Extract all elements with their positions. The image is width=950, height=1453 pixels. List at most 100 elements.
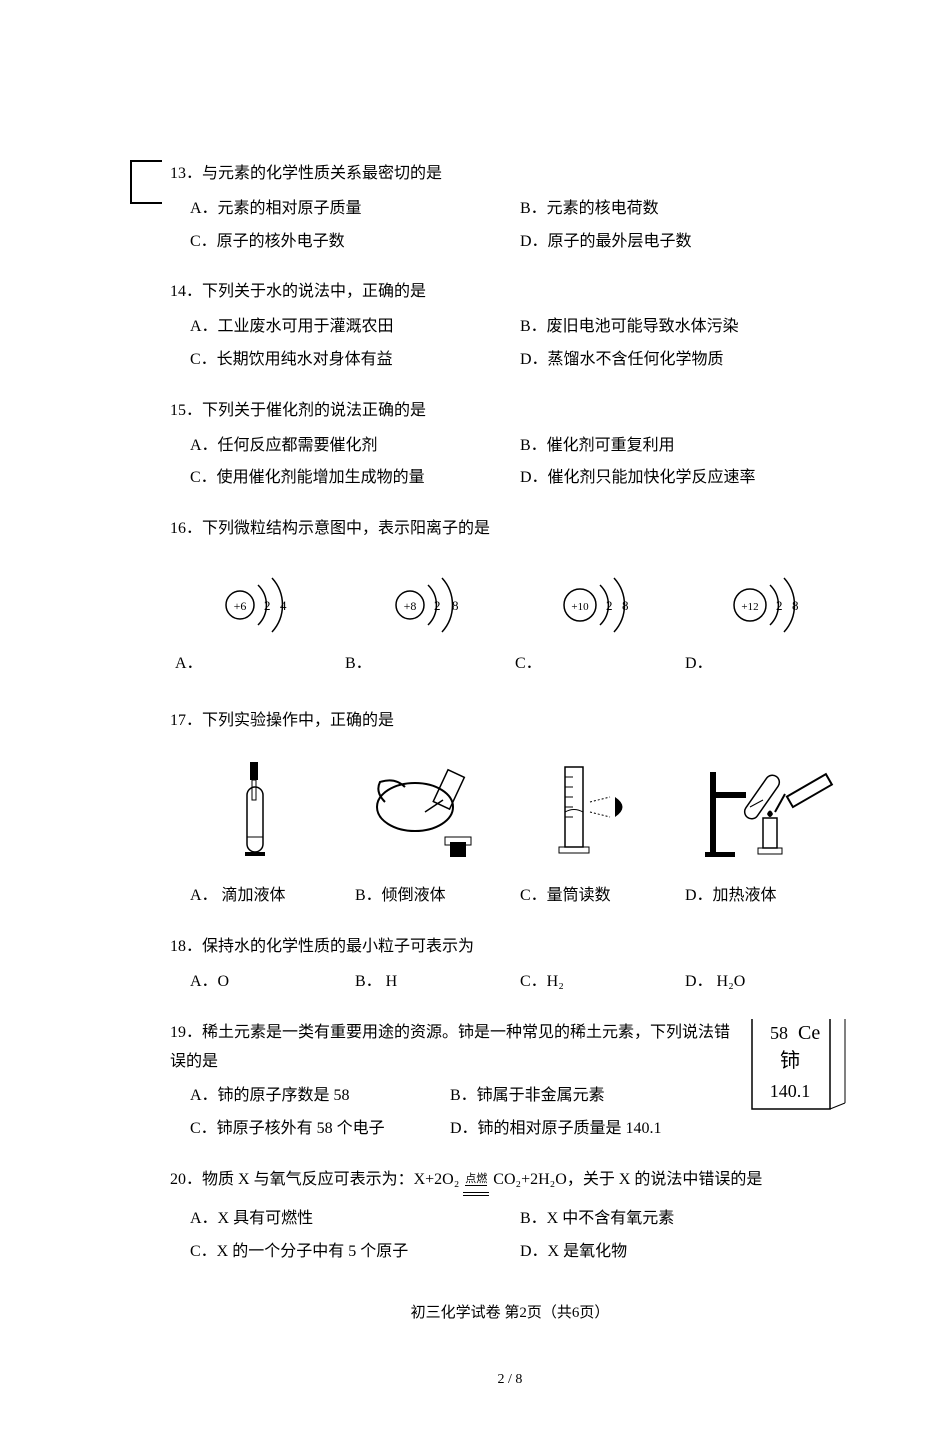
- q16-text: 下列微粒结构示意图中，表示阳离子的是: [202, 520, 490, 537]
- question-19: 58 Ce 铈 140.1 19．稀土元素是一类有重要用途的资源。铈是一种常见的…: [170, 1019, 850, 1148]
- atom-icon: +10 2 8: [540, 560, 650, 650]
- q19-stem: 19．稀土元素是一类有重要用途的资源。铈是一种常见的稀土元素，下列说法错误的是: [170, 1019, 850, 1077]
- q18-opt-c: C．H₂: [520, 968, 685, 997]
- periodic-element-icon: 58 Ce 铈 140.1: [750, 1019, 850, 1119]
- q15-opt-d: D．催化剂只能加快化学反应速率: [520, 464, 850, 493]
- q14-stem: 14．下列关于水的说法中，正确的是: [170, 278, 850, 307]
- question-18: 18．保持水的化学性质的最小粒子可表示为 A．O B． H C．H₂ D． H₂…: [170, 933, 850, 1001]
- q19-text: 稀土元素是一类有重要用途的资源。铈是一种常见的稀土元素，下列说法错误的是: [170, 1024, 730, 1070]
- dropper-tube-icon: [205, 752, 305, 862]
- q19-num: 19．: [170, 1024, 202, 1041]
- q15-options: A．任何反应都需要催化剂 B．催化剂可重复利用 C．使用催化剂能增加生成物的量 …: [170, 432, 850, 498]
- q16-diagrams: +6 2 4 A． +8 2 8 B．: [170, 550, 850, 689]
- shell1-text: 2: [606, 598, 613, 613]
- q18-num: 18．: [170, 938, 202, 955]
- element-name: 铈: [780, 1049, 800, 1072]
- q17-opt-d: D．加热液体: [685, 882, 850, 911]
- q14-num: 14．: [170, 283, 202, 300]
- q13-num: 13．: [170, 165, 202, 182]
- q20-num: 20．: [170, 1171, 202, 1188]
- q14-opt-b: B．废旧电池可能导致水体污染: [520, 313, 850, 342]
- q16-label-c: C．: [510, 650, 680, 679]
- q17-opt-a: A． 滴加液体: [190, 882, 355, 911]
- nucleus-text: +6: [234, 599, 247, 613]
- element-number: 58: [770, 1023, 788, 1043]
- q20-prefix: 物质 X 与氧气反应可表示为：X+2O₂: [202, 1171, 463, 1188]
- reaction-condition: 点燃: [465, 1173, 487, 1186]
- q18-text: 保持水的化学性质的最小粒子可表示为: [202, 938, 474, 955]
- atom-icon: +6 2 4: [200, 560, 310, 650]
- q13-opt-d: D．原子的最外层电子数: [520, 228, 850, 257]
- shell1-text: 2: [264, 598, 271, 613]
- page-footer-inner: 初三化学试卷 第2页（共6页）: [170, 1300, 850, 1327]
- q18-stem: 18．保持水的化学性质的最小粒子可表示为: [170, 933, 850, 962]
- q17-img-c: [510, 752, 680, 873]
- q17-options: A． 滴加液体 B．倾倒液体 C．量筒读数 D．加热液体: [170, 882, 850, 915]
- q17-num: 17．: [170, 712, 202, 729]
- q20-opt-b: B．X 中不含有氧元素: [520, 1205, 850, 1234]
- q14-opt-a: A．工业废水可用于灌溉农田: [190, 313, 520, 342]
- question-13: 13．与元素的化学性质关系最密切的是 A．元素的相对原子质量 B．元素的核电荷数…: [170, 160, 850, 260]
- q13-opt-c: C．原子的核外电子数: [190, 228, 520, 257]
- q19-options: A．铈的原子序数是 58 B．铈属于非金属元素 C．铈原子核外有 58 个电子 …: [170, 1082, 710, 1148]
- q17-opt-c: C．量筒读数: [520, 882, 685, 911]
- q17-text: 下列实验操作中，正确的是: [202, 712, 394, 729]
- q19-opt-c: C．铈原子核外有 58 个电子: [190, 1115, 450, 1144]
- q16-diagram-c: +10 2 8 C．: [510, 560, 680, 679]
- shell2-text: 8: [792, 598, 799, 613]
- question-20: 20．物质 X 与氧气反应可表示为：X+2O₂ 点燃 CO₂+2H₂O，关于 X…: [170, 1166, 850, 1270]
- question-15: 15．下列关于催化剂的说法正确的是 A．任何反应都需要催化剂 B．催化剂可重复利…: [170, 397, 850, 497]
- q20-opt-a: A．X 具有可燃性: [190, 1205, 520, 1234]
- q17-opt-b: B．倾倒液体: [355, 882, 520, 911]
- atom-icon: +12 2 8: [710, 560, 820, 650]
- q16-stem: 16．下列微粒结构示意图中，表示阳离子的是: [170, 515, 850, 544]
- q16-diagram-a: +6 2 4 A．: [170, 560, 340, 679]
- q15-opt-a: A．任何反应都需要催化剂: [190, 432, 520, 461]
- shell2-text: 8: [622, 598, 629, 613]
- shell1-text: 2: [434, 598, 441, 613]
- q14-opt-d: D．蒸馏水不含任何化学物质: [520, 346, 850, 375]
- q15-text: 下列关于催化剂的说法正确的是: [202, 402, 426, 419]
- nucleus-text: +8: [404, 599, 417, 613]
- q20-suffix: CO₂+2H₂O，关于 X 的说法中错误的是: [489, 1171, 762, 1188]
- shell2-text: 8: [452, 598, 459, 613]
- q17-diagrams: [170, 742, 850, 883]
- question-14: 14．下列关于水的说法中，正确的是 A．工业废水可用于灌溉农田 B．废旧电池可能…: [170, 278, 850, 378]
- q15-opt-b: B．催化剂可重复利用: [520, 432, 850, 461]
- q16-label-b: B．: [340, 650, 510, 679]
- q19-opt-a: A．铈的原子序数是 58: [190, 1082, 450, 1111]
- graduated-cylinder-icon: [535, 752, 655, 862]
- q19-opt-b: B．铈属于非金属元素: [450, 1082, 710, 1111]
- q13-text: 与元素的化学性质关系最密切的是: [202, 165, 442, 182]
- q16-label-a: A．: [170, 650, 340, 679]
- q16-diagram-d: +12 2 8 D．: [680, 560, 850, 679]
- element-symbol: Ce: [798, 1022, 820, 1044]
- q16-label-d: D．: [680, 650, 850, 679]
- q20-opt-c: C．X 的一个分子中有 5 个原子: [190, 1238, 520, 1267]
- q15-num: 15．: [170, 402, 202, 419]
- page-number: 2 / 8: [170, 1367, 850, 1392]
- q17-img-b: [340, 752, 510, 873]
- q13-opt-a: A．元素的相对原子质量: [190, 195, 520, 224]
- question-17: 17．下列实验操作中，正确的是: [170, 707, 850, 915]
- q16-num: 16．: [170, 520, 202, 537]
- question-16: 16．下列微粒结构示意图中，表示阳离子的是 +6 2 4 A． +8: [170, 515, 850, 689]
- element-box: 58 Ce 铈 140.1: [750, 1019, 850, 1109]
- q13-stem: 13．与元素的化学性质关系最密切的是: [170, 160, 850, 189]
- q15-opt-c: C．使用催化剂能增加生成物的量: [190, 464, 520, 493]
- q18-options: A．O B． H C．H₂ D． H₂O: [170, 968, 850, 1001]
- margin-bracket: [130, 160, 162, 204]
- q17-img-d: [680, 752, 850, 873]
- q14-options: A．工业废水可用于灌溉农田 B．废旧电池可能导致水体污染 C．长期饮用纯水对身体…: [170, 313, 850, 379]
- q14-text: 下列关于水的说法中，正确的是: [202, 283, 426, 300]
- nucleus-text: +10: [571, 601, 589, 613]
- q20-options: A．X 具有可燃性 B．X 中不含有氧元素 C．X 的一个分子中有 5 个原子 …: [170, 1205, 850, 1271]
- shell1-text: 2: [776, 598, 783, 613]
- q17-img-a: [170, 752, 340, 873]
- q13-options: A．元素的相对原子质量 B．元素的核电荷数 C．原子的核外电子数 D．原子的最外…: [170, 195, 850, 261]
- q13-opt-b: B．元素的核电荷数: [520, 195, 850, 224]
- q17-stem: 17．下列实验操作中，正确的是: [170, 707, 850, 736]
- nucleus-text: +12: [741, 601, 758, 613]
- q15-stem: 15．下列关于催化剂的说法正确的是: [170, 397, 850, 426]
- atom-icon: +8 2 8: [370, 560, 480, 650]
